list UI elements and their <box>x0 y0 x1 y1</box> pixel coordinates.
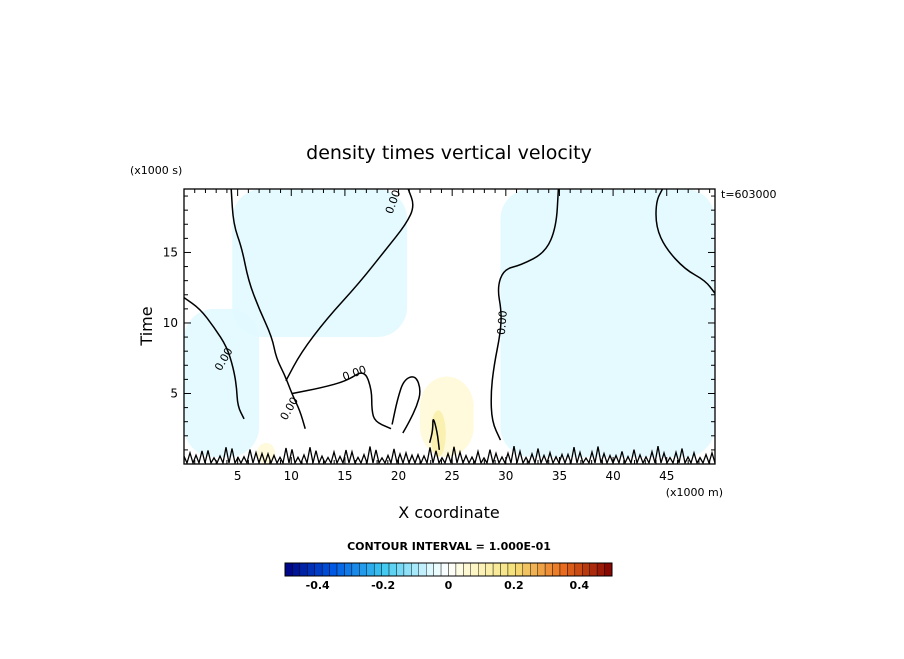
colorbar-cell <box>596 562 605 577</box>
zero-contour-line <box>490 189 560 441</box>
colorbar-tick-label: 0 <box>445 579 453 592</box>
colorbar-cell <box>478 562 486 577</box>
zero-contour-line <box>285 189 414 382</box>
colorbar-cell <box>336 562 345 577</box>
colorbar-cell <box>574 562 583 577</box>
colorbar-cell <box>544 562 553 577</box>
colorbar-cell <box>366 562 375 577</box>
y-unit-label: (x1000 s) <box>130 164 182 177</box>
colorbar-tick-label: -0.2 <box>371 579 395 592</box>
zero-contour-line <box>184 296 245 420</box>
colorbar-tick-labels: -0.4 -0.2 0 0.2 0.4 <box>306 579 590 592</box>
chart-title: density times vertical velocity <box>306 142 592 164</box>
contour-interval-label: CONTOUR INTERVAL = 1.000E-01 <box>347 540 551 553</box>
colorbar-cell <box>470 562 479 577</box>
colorbar-cell <box>530 562 538 577</box>
contour-label: 0.00 <box>495 310 510 336</box>
x-tick-label: 15 <box>337 469 352 483</box>
colorbar-frame <box>284 562 613 577</box>
colorbar-cell <box>440 562 449 577</box>
y-tick-label: 10 <box>163 316 178 330</box>
colorbar-cell <box>388 562 397 577</box>
colorbar-cell <box>403 562 412 577</box>
colorbar-cell <box>411 562 419 577</box>
x-tick-label: 10 <box>284 469 299 483</box>
x-tick-label: 25 <box>445 469 460 483</box>
colorbar-cell <box>500 562 509 577</box>
shaded-region-negative <box>500 189 715 457</box>
shaded-region-negative <box>184 308 260 457</box>
colorbar-cell <box>552 562 561 577</box>
near-surface-contours <box>184 445 715 464</box>
colorbar-cell <box>299 562 308 577</box>
y-tick-label: 15 <box>163 245 178 259</box>
x-unit-label: (x1000 m) <box>666 486 723 499</box>
colorbar-tick-label: 0.2 <box>504 579 524 592</box>
colorbar-cell <box>396 562 405 577</box>
colorbar-cell <box>307 562 315 577</box>
colorbar-cell <box>373 562 382 577</box>
colorbar-cell <box>515 562 524 577</box>
x-tick-labels: 5 10 15 20 25 30 35 40 45 <box>234 469 675 483</box>
colorbar-cell <box>351 562 360 577</box>
colorbar-cell <box>292 562 301 577</box>
zero-contour-line <box>655 189 715 294</box>
colorbar-cell <box>604 562 613 577</box>
colorbar-cell <box>582 562 590 577</box>
zero-contours <box>184 189 715 464</box>
x-tick-label: 30 <box>498 469 513 483</box>
plot-area <box>184 189 715 464</box>
plot-frame <box>183 188 716 465</box>
x-tick-label: 35 <box>552 469 567 483</box>
zero-contour-line <box>230 189 306 429</box>
colorbar-tick-label: -0.4 <box>306 579 330 592</box>
colorbar-cell <box>381 562 390 577</box>
colorbar-cell <box>321 562 330 577</box>
colorbar-cell <box>344 562 353 577</box>
shaded-region-negative <box>232 189 408 338</box>
colorbar-cell <box>537 562 546 577</box>
colorbar-tick-label: 0.4 <box>570 579 590 592</box>
colorbar-cell <box>559 562 568 577</box>
colorbar-cell <box>522 562 531 577</box>
axis-ticks <box>184 189 715 464</box>
shaded-region-positive <box>430 410 446 457</box>
colorbar-cell <box>329 562 338 577</box>
colorbar-cell <box>433 562 442 577</box>
shaded-region-positive <box>256 442 276 464</box>
zero-contour-line <box>428 419 441 450</box>
colorbar-cell <box>284 562 293 577</box>
colorbar-cell <box>426 562 434 577</box>
colorbar-cell <box>455 562 464 577</box>
zero-contour-line <box>292 372 392 430</box>
colorbar <box>284 562 613 577</box>
colorbar-cell <box>359 562 367 577</box>
colorbar-cell <box>463 562 471 577</box>
time-stamp: t=603000 <box>721 188 777 201</box>
zero-contour-line <box>391 376 421 434</box>
colorbar-cell <box>492 562 501 577</box>
x-tick-label: 5 <box>234 469 242 483</box>
colorbar-cell <box>567 562 576 577</box>
colorbar-cell <box>448 562 457 577</box>
x-tick-label: 45 <box>659 469 674 483</box>
colorbar-cell <box>485 562 494 577</box>
colorbar-cell <box>418 562 427 577</box>
x-tick-label: 40 <box>605 469 620 483</box>
colorbar-cell <box>314 562 323 577</box>
shaded-regions <box>184 189 715 464</box>
shaded-region-positive <box>420 376 474 457</box>
x-axis-label: X coordinate <box>398 503 499 522</box>
colorbar-cell <box>589 562 598 577</box>
x-tick-label: 20 <box>391 469 406 483</box>
colorbar-cell <box>507 562 516 577</box>
y-tick-label: 5 <box>170 386 178 400</box>
y-axis-label: Time <box>137 306 156 346</box>
y-tick-labels: 5 10 15 <box>163 245 178 400</box>
